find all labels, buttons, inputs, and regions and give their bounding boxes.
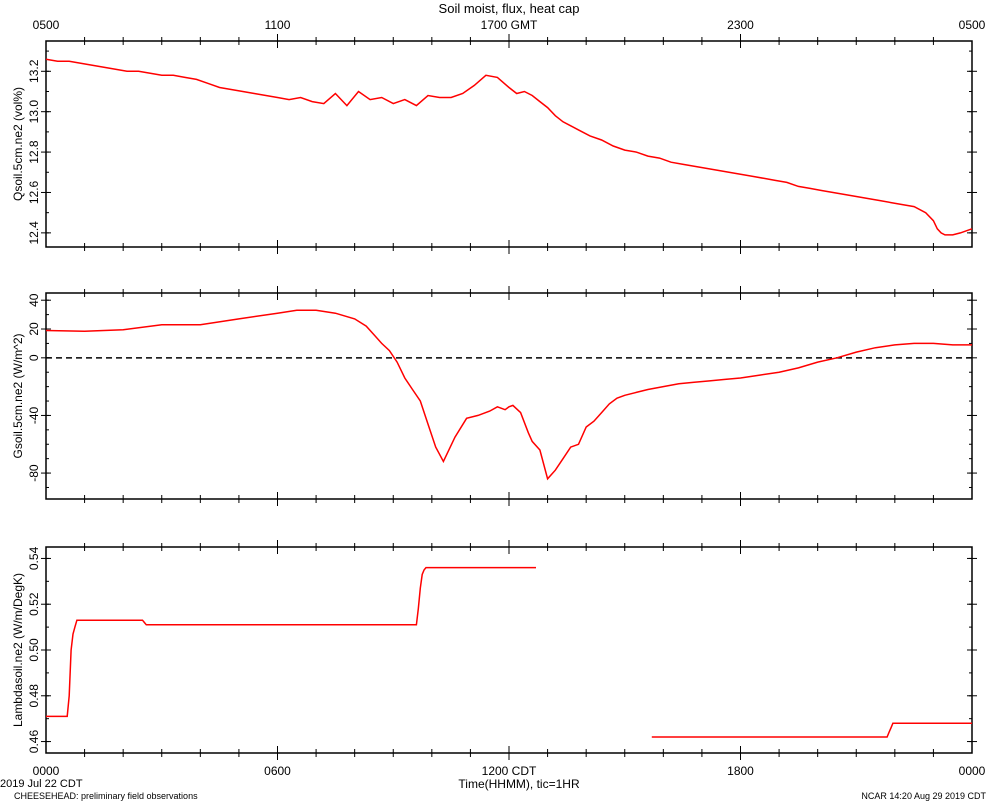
series-line — [651, 722, 972, 738]
top-x-tick-label: 0500 — [959, 18, 986, 32]
plot-frame — [45, 546, 973, 754]
y-tick-label: 12.6 — [27, 180, 41, 204]
plot-frame — [45, 292, 973, 500]
top-x-tick-label: 0500 — [33, 18, 60, 32]
footer-project: CHEESEHEAD: preliminary field observatio… — [14, 791, 198, 801]
chart-title: Soil moist, flux, heat cap — [439, 1, 580, 16]
x-axis-label: Time(HHMM), tic=1HR — [458, 777, 580, 791]
y-tick-label: 0 — [27, 354, 41, 361]
footer-stamp: NCAR 14:20 Aug 29 2019 CDT — [861, 791, 986, 801]
top-x-tick-label: 2300 — [727, 18, 754, 32]
y-tick-label: 0.48 — [27, 684, 41, 708]
footer-date: 2019 Jul 22 CDT — [0, 778, 83, 790]
y-tick-label: 13.2 — [27, 59, 41, 83]
top-x-tick-label: 1700 GMT — [481, 18, 538, 32]
series-line — [45, 58, 973, 236]
y-tick-label: 12.4 — [27, 221, 41, 245]
plot-frame — [45, 40, 973, 248]
y-tick-label: -40 — [27, 406, 41, 424]
x-tick-label: 0000 — [33, 764, 60, 778]
y-axis-label: Qsoil.5cm.ne2 (vol%) — [11, 87, 25, 201]
y-tick-label: 40 — [27, 293, 41, 307]
y-tick-label: 0.52 — [27, 592, 41, 616]
y-axis-label: Gsoil.5cm.ne2 (W/m^2) — [11, 334, 25, 459]
y-tick-label: 12.8 — [27, 140, 41, 164]
x-tick-label: 1800 — [727, 764, 754, 778]
x-tick-label: 0000 — [959, 764, 986, 778]
y-tick-label: 13.0 — [27, 100, 41, 124]
y-axis-label: Lambdasoil.ne2 (W/m/DegK) — [11, 573, 25, 727]
y-tick-label: 0.46 — [27, 730, 41, 754]
x-tick-label: 0600 — [264, 764, 291, 778]
series-line — [46, 566, 536, 718]
series-line — [45, 309, 972, 481]
y-tick-label: 0.50 — [27, 638, 41, 662]
y-tick-label: -80 — [27, 464, 41, 482]
y-tick-label: 20 — [27, 322, 41, 336]
top-x-tick-label: 1100 — [265, 18, 291, 32]
y-tick-label: 0.54 — [27, 546, 41, 570]
x-tick-label: 1200 CDT — [482, 764, 537, 778]
panel-2: -80 -40 0 20 40 Gsoil.5cm.ne2 (W/m^2) — [11, 286, 977, 506]
